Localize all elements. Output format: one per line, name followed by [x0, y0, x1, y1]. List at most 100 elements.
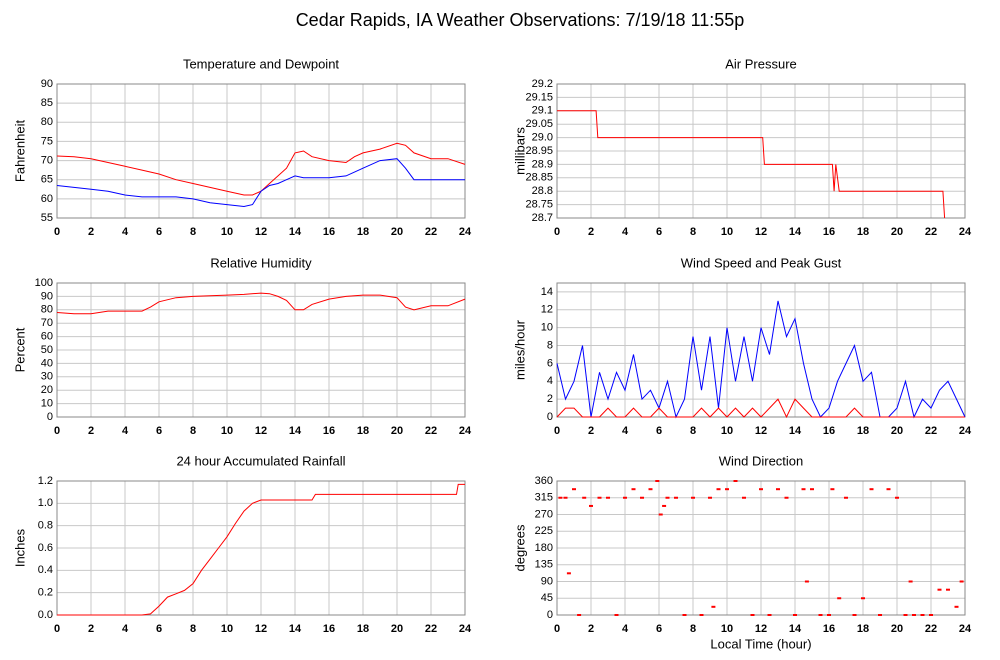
x-tick-label: 6: [156, 623, 162, 635]
x-tick-label: 0: [554, 425, 560, 437]
x-tick-label: 10: [221, 623, 233, 635]
x-tick-label: 24: [959, 425, 972, 437]
y-axis-title: degrees: [512, 524, 527, 571]
data-point: [861, 597, 865, 600]
x-tick-label: 18: [357, 226, 369, 238]
data-point: [597, 496, 602, 499]
y-tick-label: 1.2: [38, 475, 53, 487]
x-tick-label: 18: [357, 425, 369, 437]
y-tick-label: 0: [547, 609, 553, 621]
data-point: [878, 614, 882, 616]
data-point: [725, 488, 729, 491]
y-tick-label: 29.1: [532, 105, 553, 117]
x-tick-label: 14: [289, 623, 302, 635]
y-tick-label: 315: [535, 492, 553, 504]
x-tick-label: 8: [690, 623, 696, 635]
x-tick-label: 6: [156, 425, 162, 437]
x-tick-label: 16: [823, 425, 835, 437]
y-tick-label: 270: [535, 508, 553, 520]
data-line: [56, 292, 466, 315]
x-tick-label: 16: [823, 623, 835, 635]
x-tick-label: 22: [925, 623, 937, 635]
x-tick-label: 4: [122, 425, 129, 437]
data-point: [929, 614, 933, 616]
data-point: [912, 614, 916, 616]
data-point: [640, 496, 644, 499]
data-line: [556, 398, 965, 419]
y-tick-label: 29.05: [525, 118, 553, 130]
y-tick-label: 0.6: [38, 542, 53, 554]
x-tick-label: 4: [122, 623, 129, 635]
data-point: [563, 496, 568, 499]
y-tick-label: 0.2: [38, 587, 53, 599]
plot-frame: [56, 83, 466, 219]
y-tick-label: 55: [41, 212, 53, 224]
y-tick-label: 80: [41, 116, 53, 128]
x-tick-label: 10: [721, 226, 733, 238]
y-tick-label: 10: [541, 322, 553, 334]
data-point: [903, 614, 908, 616]
x-tick-label: 16: [823, 226, 835, 238]
chart-title: Temperature and Dewpoint: [183, 56, 339, 71]
x-tick-label: 14: [789, 226, 802, 238]
y-tick-label: 40: [41, 357, 53, 369]
x-tick-label: 10: [721, 425, 733, 437]
y-tick-label: 20: [41, 384, 53, 396]
x-tick-label: 24: [959, 623, 972, 635]
x-tick-label: 6: [656, 425, 662, 437]
data-point: [733, 480, 738, 482]
x-tick-label: 12: [755, 425, 767, 437]
data-point: [946, 588, 950, 591]
y-tick-label: 100: [35, 277, 53, 289]
y-tick-label: 80: [41, 304, 53, 316]
data-point: [716, 488, 721, 491]
x-tick-label: 2: [88, 425, 94, 437]
x-tick-label: 14: [789, 623, 802, 635]
x-tick-label: 16: [323, 623, 335, 635]
data-point: [810, 488, 814, 491]
x-tick-label: 0: [54, 425, 60, 437]
x-tick-label: 18: [857, 623, 869, 635]
y-tick-label: 29.15: [525, 91, 553, 103]
data-point: [631, 488, 636, 491]
x-tick-label: 4: [622, 226, 629, 238]
y-tick-label: 90: [41, 290, 53, 302]
data-point: [908, 580, 913, 583]
data-point: [804, 580, 809, 583]
data-point: [662, 504, 667, 507]
data-point: [837, 597, 842, 600]
x-tick-label: 18: [357, 623, 369, 635]
data-point: [655, 480, 660, 482]
x-tick-label: 14: [289, 226, 302, 238]
x-tick-label: 12: [255, 623, 267, 635]
data-point: [895, 496, 899, 499]
x-tick-label: 24: [459, 226, 472, 238]
y-tick-label: 180: [535, 542, 553, 554]
x-tick-label: 18: [857, 425, 869, 437]
x-tick-label: 6: [156, 226, 162, 238]
y-tick-label: 70: [41, 317, 53, 329]
x-tick-label: 20: [391, 425, 403, 437]
x-tick-label: 0: [554, 623, 560, 635]
x-tick-label: 24: [459, 425, 472, 437]
y-axis-title: Fahrenheit: [12, 120, 27, 183]
x-tick-label: 22: [425, 623, 437, 635]
y-tick-label: 60: [41, 193, 53, 205]
x-tick-label: 0: [54, 623, 60, 635]
data-point: [665, 496, 670, 499]
data-line: [57, 483, 465, 616]
plot-frame: [56, 282, 466, 418]
x-tick-label: 12: [255, 226, 267, 238]
plot-frame: [56, 480, 466, 616]
y-tick-label: 28.8: [532, 185, 553, 197]
y-tick-label: 90: [541, 575, 553, 587]
data-point: [614, 614, 619, 616]
y-tick-label: 6: [547, 357, 553, 369]
x-tick-label: 2: [88, 226, 94, 238]
data-point: [589, 504, 593, 507]
y-tick-label: 65: [41, 174, 53, 186]
y-tick-label: 135: [535, 559, 553, 571]
x-tick-label: 20: [891, 623, 903, 635]
y-tick-label: 1.0: [38, 497, 53, 509]
y-tick-label: 0: [47, 411, 53, 423]
